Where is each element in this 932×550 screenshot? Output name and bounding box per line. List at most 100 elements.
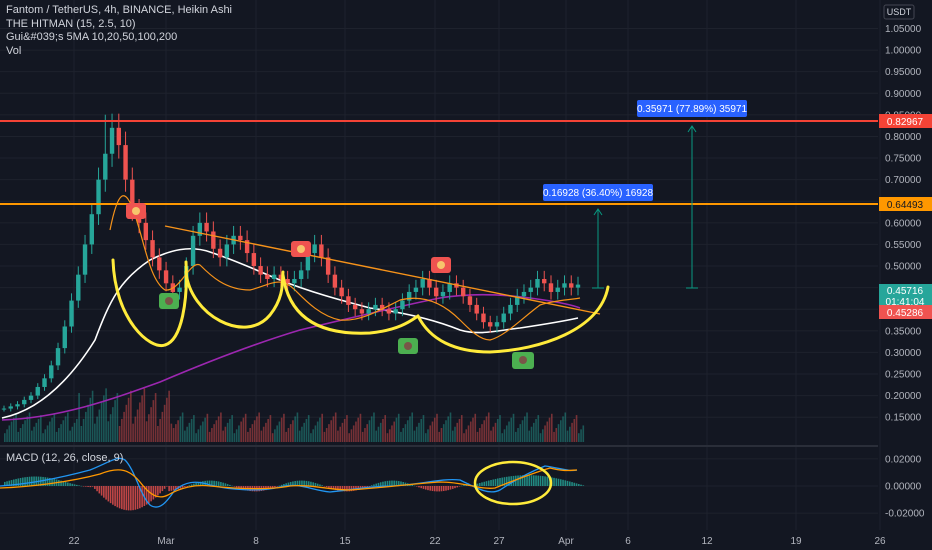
macd-hist-bar	[476, 483, 479, 486]
candle-body	[332, 274, 338, 288]
macd-hist-bar	[501, 477, 504, 486]
volume-bar	[330, 420, 332, 442]
candle-body	[413, 287, 419, 292]
volume-bar	[490, 430, 492, 442]
macd-hist-bar	[13, 479, 15, 486]
volume-bar	[112, 407, 114, 442]
macd-hist-bar	[19, 477, 22, 486]
macd-hist-bar	[519, 475, 522, 486]
volume-bar	[220, 412, 222, 442]
candle-body	[8, 406, 13, 409]
indicator-volume[interactable]: Vol	[6, 44, 22, 57]
macd-hist-bar	[361, 486, 364, 489]
macd-hist-bar	[58, 480, 60, 486]
volume-bar	[373, 412, 375, 442]
volume-bar	[157, 426, 159, 442]
macd-hist-bar	[571, 482, 573, 486]
sell-signal-bear-icon	[291, 241, 311, 257]
macd-hist-bar	[152, 486, 155, 500]
measure-arrow-small[interactable]	[592, 208, 604, 289]
macd-hist-bar	[541, 476, 544, 486]
buy-signal-bull-icon	[159, 293, 179, 309]
macd-hist-bar	[449, 486, 452, 490]
volume-bar	[472, 417, 474, 442]
volume-bar	[278, 421, 281, 442]
macd-hist-bar	[134, 486, 137, 510]
volume-bar	[375, 430, 378, 442]
macd-hist-bar	[123, 486, 125, 510]
volume-bar	[134, 416, 137, 442]
macd-title[interactable]: MACD (12, 26, close, 9)	[6, 452, 124, 464]
volume-bar	[280, 417, 283, 442]
macd-hist-bar	[557, 478, 560, 486]
macd-hist-bar	[224, 483, 227, 486]
volume-bar	[148, 414, 150, 442]
volume-bar	[73, 422, 76, 442]
volume-bar	[217, 416, 220, 442]
volume-bar	[58, 428, 60, 442]
time-axis[interactable]: 22 Mar 8 15 22 27 Apr 6 12 19 26	[68, 536, 886, 547]
volume-bar	[289, 424, 292, 442]
macd-axis[interactable]: 0.02000 0.00000 -0.02000	[885, 454, 925, 519]
price-axis[interactable]: 1.050001.000000.950000.900000.850000.800…	[885, 24, 922, 424]
volume-bar	[575, 415, 578, 442]
macd-hist-bar	[521, 475, 524, 486]
macd-hist-bar	[458, 486, 461, 487]
macd-hist-bar	[116, 486, 119, 508]
macd-hist-bar	[269, 486, 272, 489]
volume-bar	[404, 424, 407, 442]
macd-hist-bar	[373, 484, 375, 486]
symbol-title[interactable]: Fantom / TetherUS, 4h, BINANCE, Heikin A…	[6, 4, 232, 16]
volume-bar	[276, 425, 278, 442]
volume-bar	[541, 429, 544, 442]
macd-hist-bar	[377, 482, 380, 486]
macd-tick-label: -0.02000	[885, 509, 925, 520]
macd-hist-bar	[415, 486, 418, 487]
price-tick-label: 0.95000	[885, 67, 922, 78]
candle-body	[69, 300, 74, 327]
volume-bar	[532, 422, 535, 442]
candle-body	[488, 322, 493, 327]
volume-bar	[107, 421, 110, 442]
svg-text:0.82967: 0.82967	[887, 117, 924, 128]
macd-highlight-circle[interactable]	[473, 460, 553, 506]
macd-hist-bar	[136, 486, 139, 510]
candle-body	[467, 296, 473, 305]
volume-bar	[292, 420, 294, 442]
volume-bar	[510, 417, 513, 442]
volume-bar	[235, 429, 238, 442]
volume-bar	[429, 425, 432, 442]
macd-hist-bar	[6, 481, 8, 486]
macd-hist-bar	[211, 480, 213, 486]
measure-arrow-large[interactable]	[686, 125, 698, 289]
indicator-hitman[interactable]: THE HITMAN (15, 2.5, 10)	[6, 17, 136, 30]
volume-bar	[456, 422, 459, 442]
macd-tick-label: 0.00000	[885, 482, 922, 493]
volume-bar	[368, 420, 371, 442]
volume-bar	[485, 416, 488, 442]
macd-hist-bar	[240, 486, 242, 489]
macd-hist-bar	[523, 475, 526, 486]
volume-bar	[37, 418, 40, 442]
descending-trendline[interactable]	[164, 225, 601, 315]
volume-bar	[13, 417, 15, 442]
macd-hist-bar	[69, 483, 71, 486]
indicator-ma[interactable]: Gui&#039;s 5MA 10,20,50,100,200	[6, 31, 178, 43]
macd-hist-bar	[112, 486, 114, 505]
volume-bar	[188, 422, 191, 442]
macd-hist-bar	[330, 486, 332, 489]
volume-bar	[548, 417, 551, 442]
candle-body	[238, 235, 243, 241]
macd-hist-bar	[8, 480, 11, 486]
inverse-head-and-shoulders-drawing[interactable]	[111, 258, 610, 354]
volume-bar	[267, 418, 269, 442]
currency-box[interactable]	[883, 4, 915, 20]
macd-hist-bar	[555, 478, 558, 486]
macd-hist-bar	[96, 486, 98, 492]
volume-bar	[67, 412, 69, 442]
macd-hist-bar	[379, 482, 382, 486]
volume-bar	[433, 417, 436, 442]
volume-bar	[339, 426, 341, 442]
candle-body	[42, 378, 47, 387]
